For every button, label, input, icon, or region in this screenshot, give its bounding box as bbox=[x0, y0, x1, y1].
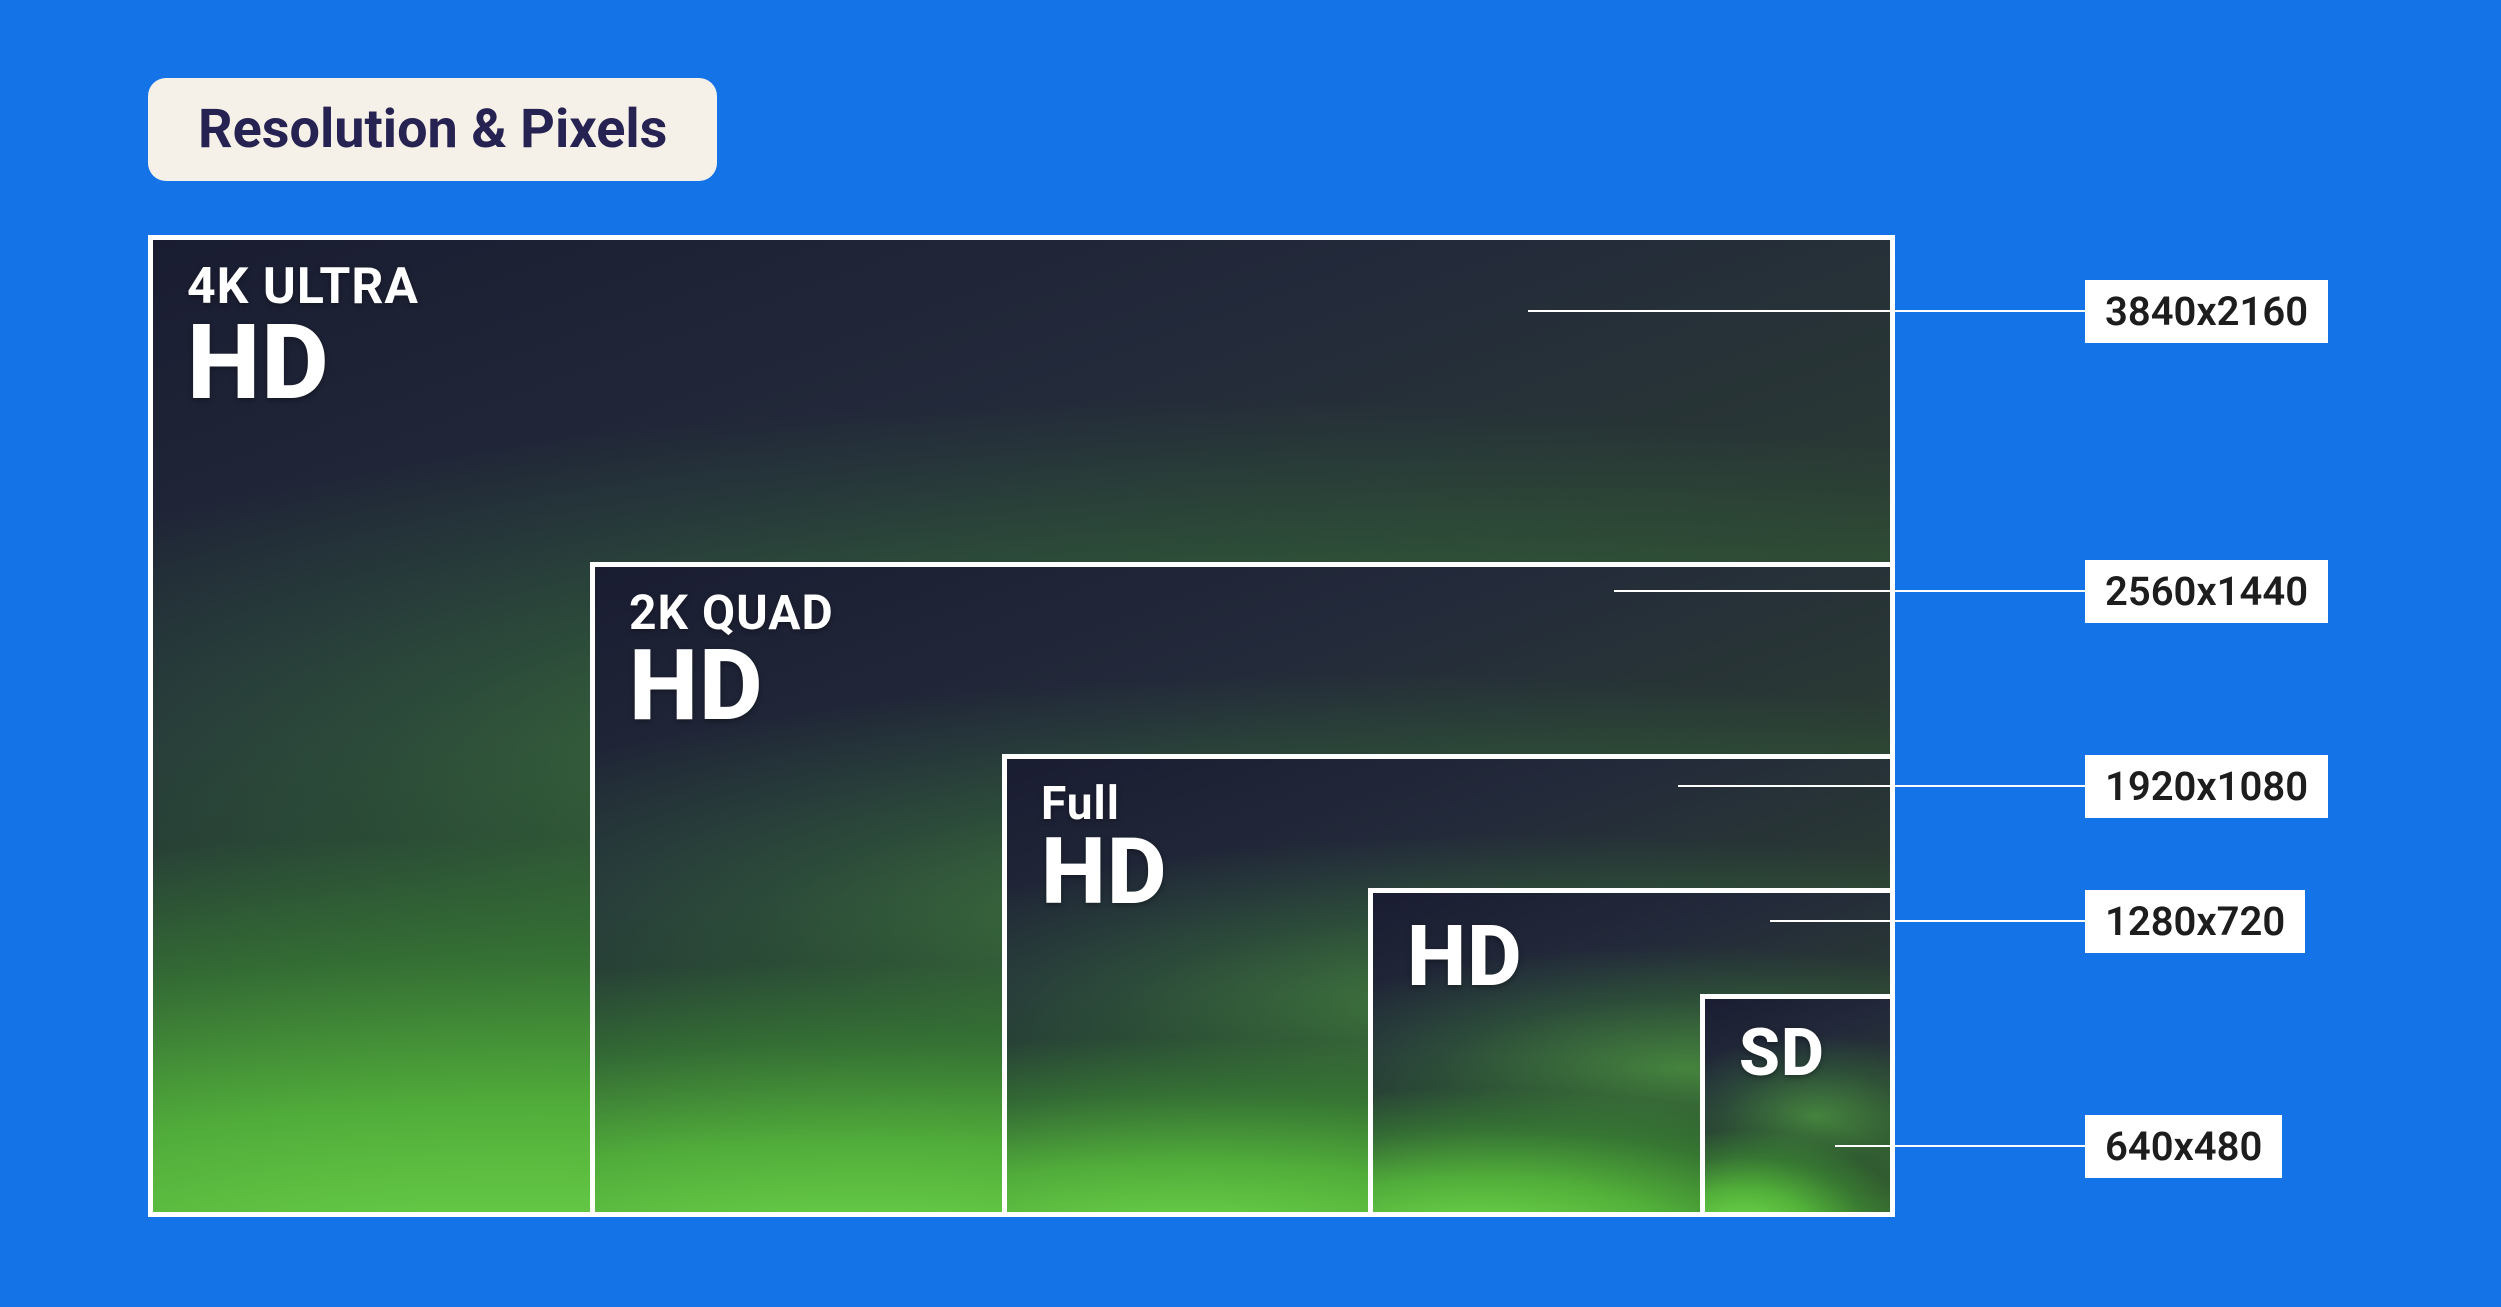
panel-label-line2: HD bbox=[187, 312, 419, 416]
title-text: Resolution & Pixels bbox=[198, 98, 667, 161]
panel-label-uhd4k: 4K ULTRAHD bbox=[187, 262, 419, 416]
resolution-text: 1920x1080 bbox=[2105, 763, 2308, 810]
resolution-text: 640x480 bbox=[2105, 1123, 2262, 1170]
resolution-text: 2560x1440 bbox=[2105, 568, 2308, 615]
panel-label-line2: HD bbox=[629, 637, 834, 735]
panel-sd: SD bbox=[1700, 994, 1895, 1217]
resolution-tag-sd: 640x480 bbox=[2085, 1115, 2282, 1178]
title-badge: Resolution & Pixels bbox=[148, 78, 717, 181]
panel-label-fhd: FullHD bbox=[1041, 781, 1167, 919]
resolution-text: 1280x720 bbox=[2105, 898, 2285, 945]
leader-line-uhd4k bbox=[1528, 310, 2085, 312]
panel-label-line2: HD bbox=[1041, 827, 1167, 919]
resolution-tag-qhd2k: 2560x1440 bbox=[2085, 560, 2328, 623]
leader-line-sd bbox=[1835, 1145, 2085, 1147]
panel-label-hd: HD bbox=[1407, 915, 1523, 999]
leader-line-fhd bbox=[1678, 785, 2085, 787]
resolution-tag-fhd: 1920x1080 bbox=[2085, 755, 2328, 818]
panel-label-qhd2k: 2K QUADHD bbox=[629, 589, 834, 735]
resolution-tag-hd: 1280x720 bbox=[2085, 890, 2305, 953]
resolution-text: 3840x2160 bbox=[2105, 288, 2308, 335]
resolution-tag-uhd4k: 3840x2160 bbox=[2085, 280, 2328, 343]
leader-line-hd bbox=[1770, 920, 2085, 922]
panel-label-line2: HD bbox=[1407, 915, 1523, 999]
panel-label-line2: SD bbox=[1739, 1021, 1825, 1087]
leader-line-qhd2k bbox=[1614, 590, 2085, 592]
infographic-canvas: Resolution & Pixels 4K ULTRAHD 3840x2160 2… bbox=[0, 0, 2501, 1307]
panel-label-sd: SD bbox=[1739, 1021, 1825, 1087]
